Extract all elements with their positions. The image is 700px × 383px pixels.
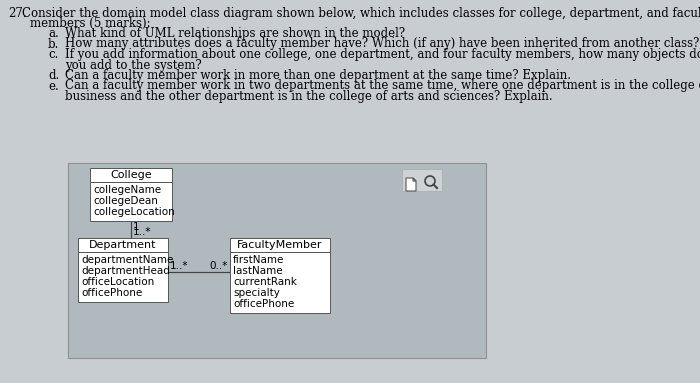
Text: currentRank: currentRank — [233, 277, 297, 287]
Text: 1..*: 1..* — [170, 261, 188, 271]
Text: Department: Department — [90, 240, 157, 250]
Bar — [90, 182, 172, 221]
Text: lastName: lastName — [233, 266, 283, 276]
Text: officePhone: officePhone — [233, 299, 294, 309]
Text: 1: 1 — [133, 222, 139, 232]
Text: FacultyMember: FacultyMember — [237, 240, 323, 250]
Text: you add to the system?: you add to the system? — [65, 59, 202, 72]
Text: Can a faculty member work in more than one department at the same time? Explain.: Can a faculty member work in more than o… — [65, 69, 571, 82]
Text: collegeName: collegeName — [93, 185, 161, 195]
Text: b.: b. — [48, 38, 60, 51]
Bar — [230, 252, 330, 313]
Text: officePhone: officePhone — [81, 288, 142, 298]
Text: business and the other department is in the college of arts and sciences? Explai: business and the other department is in … — [65, 90, 552, 103]
Text: College: College — [110, 170, 152, 180]
Text: members (5 marks):: members (5 marks): — [30, 17, 150, 30]
Text: What kind of UML relationships are shown in the model?: What kind of UML relationships are shown… — [65, 27, 405, 40]
Text: departmentName: departmentName — [81, 255, 174, 265]
Text: collegeDean: collegeDean — [93, 196, 158, 206]
Text: e.: e. — [48, 80, 59, 93]
Polygon shape — [406, 178, 416, 191]
Text: specialty: specialty — [233, 288, 280, 298]
Polygon shape — [413, 178, 416, 181]
Bar — [68, 163, 486, 358]
Bar — [90, 168, 172, 182]
Text: Consider the domain model class diagram shown below, which includes classes for : Consider the domain model class diagram … — [22, 7, 700, 20]
Text: c.: c. — [48, 48, 58, 61]
Text: collegeLocation: collegeLocation — [93, 207, 175, 217]
Text: How many attributes does a faculty member have? Which (if any) have been inherit: How many attributes does a faculty membe… — [65, 38, 699, 51]
Bar — [78, 238, 168, 252]
Bar — [230, 238, 330, 252]
Text: departmentHead: departmentHead — [81, 266, 170, 276]
Text: 0..*: 0..* — [209, 261, 228, 271]
Text: d.: d. — [48, 69, 60, 82]
Bar — [402, 169, 442, 191]
Text: 1..*: 1..* — [133, 227, 151, 237]
Text: If you add information about one college, one department, and four faculty membe: If you add information about one college… — [65, 48, 700, 61]
Text: 27.: 27. — [8, 7, 27, 20]
Text: Can a faculty member work in two departments at the same time, where one departm: Can a faculty member work in two departm… — [65, 80, 700, 93]
Text: firstName: firstName — [233, 255, 284, 265]
Bar — [78, 252, 168, 302]
Text: a.: a. — [48, 27, 59, 40]
Text: officeLocation: officeLocation — [81, 277, 154, 287]
